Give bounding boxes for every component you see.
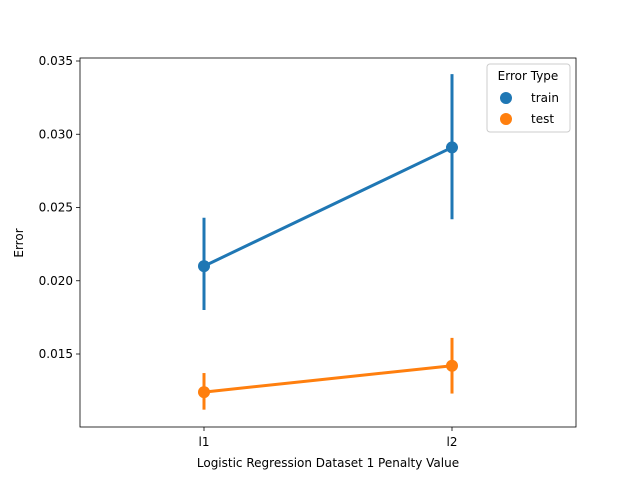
- x-tick-label: l2: [447, 435, 458, 449]
- data-point-test: [446, 359, 458, 372]
- legend-title: Error Type: [498, 69, 559, 83]
- legend: Error Type train test: [486, 63, 571, 133]
- series-line-train: [202, 145, 454, 268]
- legend-marker-train: [500, 92, 512, 104]
- legend-entries: train test: [500, 91, 559, 126]
- x-tick-label: l1: [199, 435, 210, 449]
- series-line-test: [202, 364, 454, 394]
- y-tick-label: 0.020: [39, 274, 73, 288]
- data-point-train: [446, 141, 458, 154]
- data-point-train: [198, 260, 210, 273]
- x-axis-label: Logistic Regression Dataset 1 Penalty Va…: [197, 456, 459, 470]
- plot-marks: [198, 74, 458, 410]
- legend-label-test: test: [531, 112, 554, 126]
- y-tick-label: 0.015: [39, 347, 73, 361]
- y-tick-label: 0.035: [39, 54, 73, 68]
- y-tick-label: 0.025: [39, 201, 73, 215]
- y-axis: 0.015 0.020 0.025 0.030 0.035: [39, 54, 80, 361]
- x-axis: l1 l2: [199, 427, 458, 449]
- plot-frame: [79, 57, 577, 428]
- legend-marker-test: [500, 113, 512, 125]
- y-tick-label: 0.030: [39, 127, 73, 141]
- y-axis-label: Error: [12, 228, 26, 257]
- data-point-test: [198, 386, 210, 399]
- legend-label-train: train: [531, 91, 559, 105]
